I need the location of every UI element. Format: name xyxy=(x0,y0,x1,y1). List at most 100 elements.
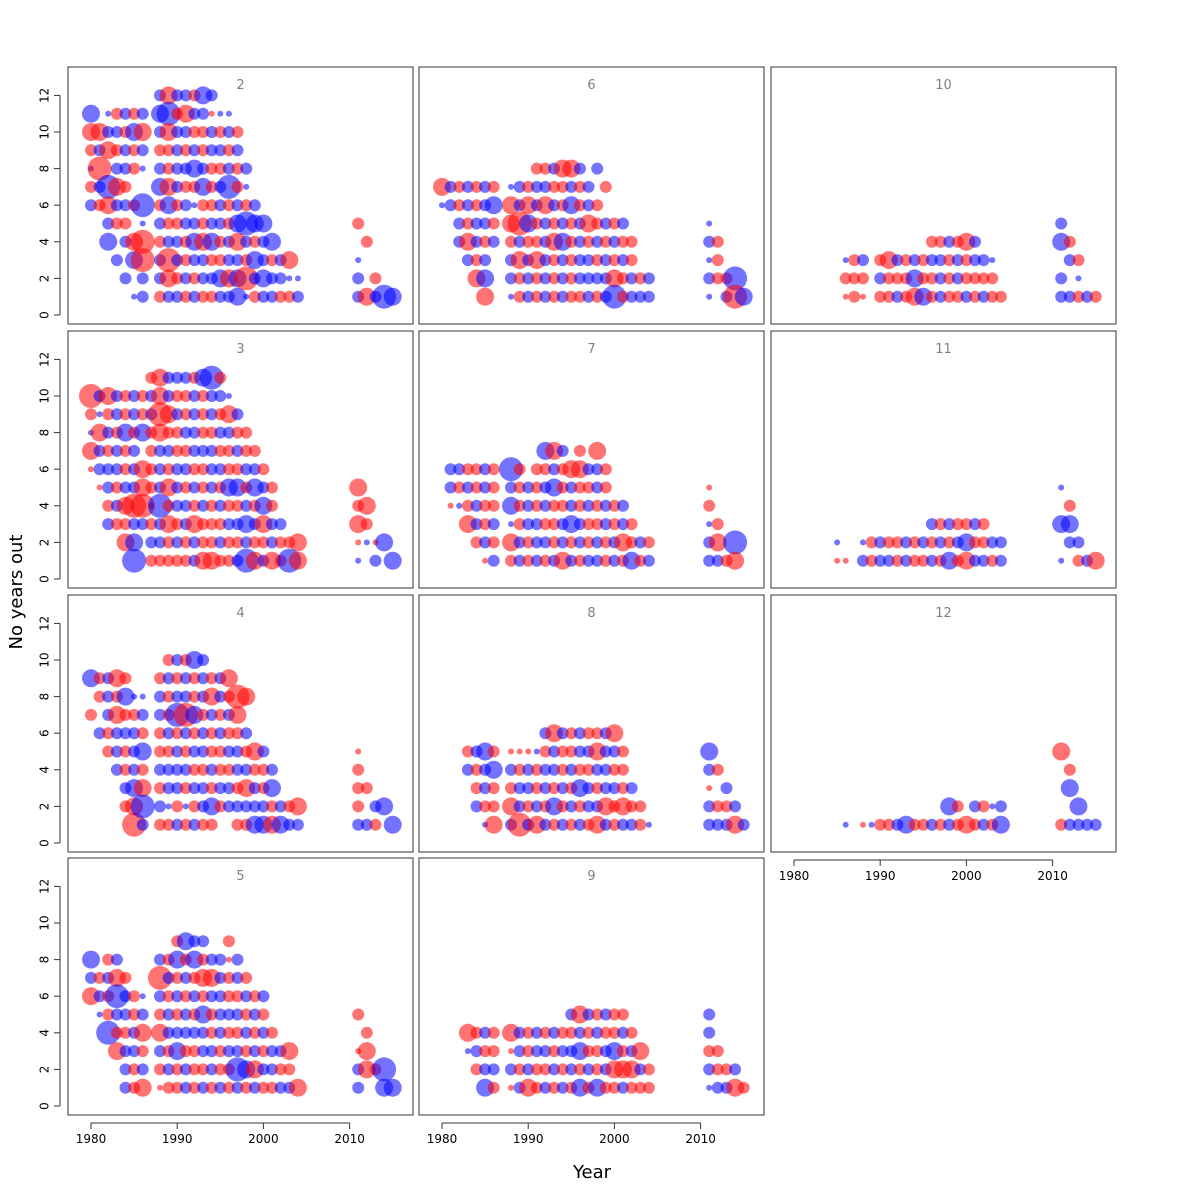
x-tick-label: 2010 xyxy=(1037,869,1068,883)
bubble xyxy=(556,272,569,285)
bubble xyxy=(176,932,195,951)
bubble xyxy=(162,818,175,831)
bubble xyxy=(1058,484,1065,491)
y-tick-label: 4 xyxy=(38,238,52,246)
bubble xyxy=(162,1081,175,1094)
bubble xyxy=(519,1078,538,1097)
x-axis: 1980 1990 2000 2010 xyxy=(779,859,1068,883)
x-tick-label: 2000 xyxy=(248,1132,279,1146)
bubble xyxy=(1063,536,1076,549)
bubble xyxy=(122,812,147,837)
bubble xyxy=(444,199,457,212)
bubble xyxy=(539,254,552,267)
bubble xyxy=(219,669,238,688)
bubble xyxy=(231,800,244,813)
bubble xyxy=(513,782,526,795)
bubble xyxy=(128,1063,141,1076)
bubble xyxy=(917,818,930,831)
bubble xyxy=(136,518,149,531)
bubble xyxy=(119,1026,132,1039)
bubble xyxy=(882,554,895,567)
bubble xyxy=(868,821,875,828)
bubble xyxy=(470,463,483,476)
bubble xyxy=(240,199,253,212)
bubble xyxy=(119,1081,132,1094)
bubble xyxy=(102,745,115,758)
bubble xyxy=(104,984,129,1009)
bubble-layer xyxy=(82,932,402,1097)
bubble xyxy=(128,390,141,402)
bubble xyxy=(197,536,210,549)
bubble xyxy=(257,1063,270,1076)
bubble xyxy=(608,1008,621,1021)
bubble xyxy=(522,1026,535,1039)
bubble xyxy=(461,199,474,212)
bubble xyxy=(960,272,973,285)
bubble xyxy=(508,1048,514,1055)
bubble xyxy=(171,971,184,984)
bubble xyxy=(197,1081,210,1094)
bubble xyxy=(240,463,253,476)
bubble xyxy=(505,782,517,795)
bubble xyxy=(505,272,517,285)
panel-8: 8 xyxy=(418,594,765,853)
bubble xyxy=(185,515,204,534)
bubble xyxy=(599,818,612,831)
bubble xyxy=(162,690,175,703)
bubble xyxy=(205,408,218,421)
bubble xyxy=(205,463,218,476)
bubble xyxy=(917,272,930,285)
bubble xyxy=(383,287,402,306)
bubble xyxy=(231,162,244,175)
bubble xyxy=(85,180,97,193)
bubble xyxy=(188,107,201,120)
bubble xyxy=(860,539,866,546)
bubble xyxy=(93,672,106,685)
bubble xyxy=(617,1026,629,1039)
bubble xyxy=(257,763,270,776)
bubble xyxy=(530,1063,543,1076)
bubble xyxy=(205,199,218,212)
x-tick-label: 2010 xyxy=(685,1132,716,1146)
bubble xyxy=(205,763,218,776)
bubble xyxy=(154,536,166,549)
bubble xyxy=(943,536,956,549)
bubble xyxy=(703,1026,716,1039)
bubble xyxy=(573,235,586,248)
bubble xyxy=(119,144,132,157)
bubble xyxy=(102,444,115,457)
bubble-layer xyxy=(458,1005,750,1097)
bubble xyxy=(145,481,158,494)
bubble xyxy=(556,782,569,795)
bubble xyxy=(522,235,535,248)
bubble xyxy=(222,126,235,138)
bubble xyxy=(487,180,500,193)
bubble xyxy=(539,217,552,230)
bubble xyxy=(225,110,232,117)
bubble xyxy=(565,800,578,813)
bubble xyxy=(171,654,184,666)
bubble xyxy=(539,1026,552,1039)
bubble xyxy=(208,110,215,117)
bubble xyxy=(102,727,115,740)
bubble xyxy=(179,126,192,138)
bubble xyxy=(548,463,561,476)
bubble xyxy=(708,533,727,552)
bubble xyxy=(188,390,201,402)
bubble xyxy=(171,162,184,175)
bubble xyxy=(879,251,898,270)
bubble xyxy=(986,272,999,285)
bubble xyxy=(842,821,849,828)
bubble xyxy=(263,551,281,570)
bubble xyxy=(573,180,586,193)
bubble xyxy=(729,800,742,813)
bubble xyxy=(202,551,221,570)
bubble xyxy=(222,518,235,531)
bubble xyxy=(925,536,938,549)
bubble xyxy=(128,162,141,175)
bubble xyxy=(539,782,552,795)
y-tick-label: 8 xyxy=(38,429,52,437)
bubble xyxy=(453,199,466,212)
bubble xyxy=(102,499,115,512)
bubble xyxy=(271,815,290,834)
